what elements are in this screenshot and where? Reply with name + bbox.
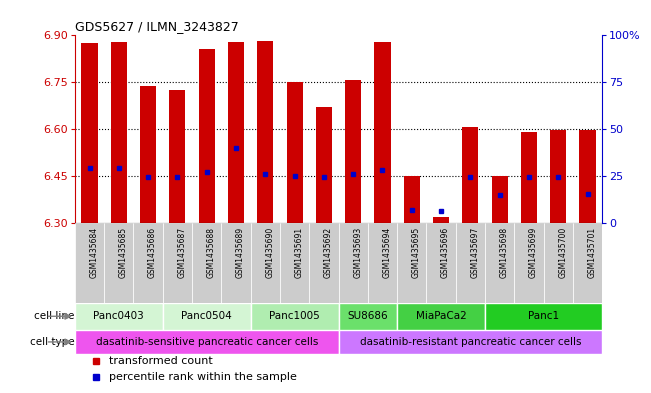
Text: GSM1435701: GSM1435701 — [588, 227, 596, 278]
Bar — [397, 303, 485, 330]
Bar — [81, 43, 98, 223]
Text: GSM1435699: GSM1435699 — [529, 227, 538, 278]
Bar — [75, 303, 163, 330]
Bar — [140, 86, 156, 223]
Bar — [374, 42, 391, 223]
Bar — [104, 223, 133, 303]
Text: GSM1435684: GSM1435684 — [90, 227, 98, 278]
Bar — [521, 132, 537, 223]
Bar — [339, 303, 397, 330]
Text: MiaPaCa2: MiaPaCa2 — [416, 311, 466, 321]
Text: Panc1005: Panc1005 — [270, 311, 320, 321]
Bar — [550, 130, 566, 223]
Bar — [492, 176, 508, 223]
Bar — [169, 90, 186, 223]
Bar — [163, 223, 192, 303]
Text: GSM1435686: GSM1435686 — [148, 227, 157, 278]
Text: GSM1435696: GSM1435696 — [441, 227, 450, 278]
Bar — [544, 223, 573, 303]
Bar — [456, 223, 485, 303]
Bar — [111, 42, 127, 223]
Bar — [75, 223, 104, 303]
Bar — [316, 107, 332, 223]
Bar — [286, 82, 303, 223]
Bar — [75, 330, 339, 354]
Bar — [404, 176, 420, 223]
Text: GSM1435693: GSM1435693 — [353, 227, 362, 278]
Text: GSM1435690: GSM1435690 — [266, 227, 274, 278]
Text: Panc0403: Panc0403 — [94, 311, 144, 321]
Text: percentile rank within the sample: percentile rank within the sample — [109, 373, 297, 382]
Text: dasatinib-resistant pancreatic cancer cells: dasatinib-resistant pancreatic cancer ce… — [359, 337, 581, 347]
Text: cell type: cell type — [30, 337, 75, 347]
Bar — [280, 223, 309, 303]
Text: cell line: cell line — [35, 311, 75, 321]
Bar — [309, 223, 339, 303]
Text: GSM1435698: GSM1435698 — [500, 227, 508, 278]
Text: GSM1435689: GSM1435689 — [236, 227, 245, 278]
Bar — [397, 223, 426, 303]
Bar — [345, 80, 361, 223]
Bar — [228, 42, 244, 223]
Bar — [573, 223, 602, 303]
Bar — [339, 330, 602, 354]
Bar — [257, 41, 273, 223]
Bar — [251, 303, 339, 330]
Bar — [199, 49, 215, 223]
Bar — [579, 130, 596, 223]
Bar — [514, 223, 544, 303]
Text: GSM1435692: GSM1435692 — [324, 227, 333, 278]
Text: GSM1435685: GSM1435685 — [119, 227, 128, 278]
Text: GSM1435695: GSM1435695 — [412, 227, 421, 278]
Bar — [251, 223, 280, 303]
Bar — [462, 127, 478, 223]
Text: transformed count: transformed count — [109, 356, 213, 366]
Bar — [485, 223, 514, 303]
Text: GSM1435694: GSM1435694 — [383, 227, 391, 278]
Bar — [368, 223, 397, 303]
Text: Panc0504: Panc0504 — [182, 311, 232, 321]
Bar — [339, 223, 368, 303]
Text: GSM1435691: GSM1435691 — [294, 227, 303, 278]
Bar — [163, 303, 251, 330]
Text: GSM1435697: GSM1435697 — [471, 227, 479, 278]
Text: dasatinib-sensitive pancreatic cancer cells: dasatinib-sensitive pancreatic cancer ce… — [96, 337, 318, 347]
Text: GSM1435700: GSM1435700 — [559, 227, 567, 278]
Bar — [221, 223, 251, 303]
Text: Panc1: Panc1 — [528, 311, 559, 321]
Text: GSM1435687: GSM1435687 — [178, 227, 186, 278]
Bar — [192, 223, 221, 303]
Bar — [433, 217, 449, 223]
Bar — [133, 223, 163, 303]
Text: GSM1435688: GSM1435688 — [207, 227, 215, 278]
Text: SU8686: SU8686 — [348, 311, 388, 321]
Bar — [485, 303, 602, 330]
Text: GDS5627 / ILMN_3243827: GDS5627 / ILMN_3243827 — [75, 20, 239, 33]
Bar — [426, 223, 456, 303]
